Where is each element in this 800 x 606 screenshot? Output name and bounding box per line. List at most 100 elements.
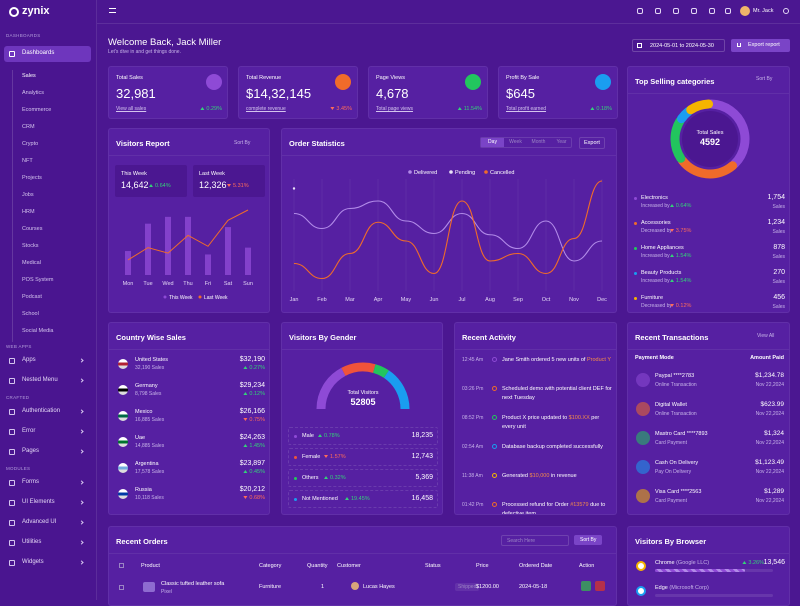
nav-item[interactable]: Forms — [22, 479, 39, 485]
nav-sub-item[interactable]: Projects — [22, 175, 42, 181]
change-value: 1.54% — [675, 278, 692, 284]
nav-item[interactable]: Advanced UI — [22, 519, 57, 525]
stat-link[interactable]: Total page views — [376, 106, 413, 112]
change: 3.26% — [742, 560, 764, 566]
nav-sub-item[interactable]: School — [22, 311, 39, 317]
browser-company: (Microsoft Corp) — [669, 585, 709, 591]
stat-link[interactable]: View all sales — [116, 106, 147, 112]
gauge-segment — [383, 370, 410, 410]
export-button[interactable]: Export — [579, 137, 605, 149]
section-label: WEB APPS — [6, 344, 32, 349]
card-title: Recent Transactions — [635, 333, 709, 342]
date-range[interactable]: 2024-05-01 to 2024-05-30 — [632, 39, 725, 52]
sort-button[interactable]: Sort By — [756, 76, 773, 82]
donut-segment — [670, 116, 686, 163]
tab[interactable]: Day — [481, 138, 504, 147]
donut-label: Total Sales — [697, 130, 724, 136]
header-icon[interactable] — [691, 8, 697, 14]
gauge-label: Total Visitors — [347, 390, 378, 396]
trend-icon — [243, 496, 248, 500]
header-icon[interactable] — [673, 8, 679, 14]
gender-value: 5,369 — [415, 474, 433, 481]
trend-icon — [200, 107, 205, 111]
view-all[interactable]: View All — [757, 333, 775, 339]
nav-item[interactable]: Apps — [22, 357, 36, 363]
header-icon[interactable] — [637, 8, 643, 14]
header-icon[interactable] — [725, 8, 731, 14]
tab[interactable]: Month — [531, 139, 546, 145]
line — [293, 180, 603, 280]
nav-sub-item[interactable]: Courses — [22, 226, 43, 232]
page-title: Welcome Back, Jack Miller — [108, 37, 222, 48]
activity-text: Processed refund for Order #13579 due to… — [502, 501, 612, 515]
nav-sub-item[interactable]: Stocks — [22, 243, 39, 249]
nav-item[interactable]: Utilities — [22, 539, 42, 545]
activity-dot — [492, 473, 497, 478]
legend-label: Pending — [455, 170, 475, 176]
card-title: Recent Activity — [462, 333, 516, 342]
visitors-report-card: Visitors Report Sort By This Week 14,642 0.6… — [108, 128, 270, 313]
payment-name: Visa Card ****2563 — [655, 489, 702, 495]
header-icon[interactable] — [655, 8, 661, 14]
sort-button[interactable]: Sort By — [574, 535, 603, 545]
tab[interactable]: Year — [556, 139, 567, 145]
nav-icon — [9, 358, 15, 364]
tab[interactable]: Week — [509, 139, 522, 145]
legend-marker — [163, 295, 167, 299]
progress-bar — [655, 569, 745, 572]
delete-button[interactable] — [595, 581, 605, 591]
country-name: Argentina — [135, 461, 159, 467]
settings-icon[interactable] — [783, 8, 789, 14]
nav-icon — [9, 409, 15, 415]
activity-time: 02:54 Am — [462, 444, 484, 450]
nav-sub-item[interactable]: POS System — [22, 277, 54, 283]
nav-sub-item[interactable]: Analytics — [22, 90, 45, 96]
change-value: 5.31% — [233, 183, 249, 189]
nav-sub-item[interactable]: Crypto — [22, 141, 39, 147]
payment-icon — [636, 431, 650, 445]
stat-link[interactable]: Total profit earned — [506, 106, 547, 112]
change-value: 0.18% — [596, 106, 612, 112]
nav-sub-item[interactable]: NFT — [22, 158, 33, 164]
activity-text: Generated $10,000 in revenue — [502, 472, 612, 481]
edit-button[interactable] — [581, 581, 591, 591]
column-header: Customer — [337, 563, 361, 569]
nav-item[interactable]: Error — [22, 428, 36, 434]
trend-icon — [330, 107, 335, 111]
nav-item[interactable]: Authentication — [22, 408, 61, 414]
stat-value: $645 — [506, 86, 535, 101]
legend-label: Delivered — [414, 170, 437, 176]
nav-item-active[interactable]: Dashboards — [4, 46, 91, 62]
nav-sub-item[interactable]: CRM — [22, 124, 35, 130]
search-input[interactable]: Search Here — [501, 535, 569, 546]
legend-dot — [634, 222, 637, 225]
sort-button[interactable]: Sort By — [234, 140, 251, 146]
user-name[interactable]: Mr. Jack — [753, 8, 774, 14]
nav-item[interactable]: UI Elements — [22, 499, 55, 505]
header-icon[interactable] — [709, 8, 715, 14]
nav-sub-item[interactable]: Ecommerce — [22, 107, 52, 113]
stat-value: $14,32,145 — [246, 86, 312, 101]
nav-item[interactable]: Nested Menu — [22, 377, 58, 383]
stat-link[interactable]: complete revenue — [246, 106, 286, 112]
chart: Jan Feb Mar Apr May Jun Jul Aug Sep Oct Nov Dec Deli… — [290, 170, 608, 303]
legend-label: Cancelled — [490, 170, 514, 176]
nav-item[interactable]: Pages — [22, 448, 40, 454]
nav-item[interactable]: Widgets — [22, 559, 44, 565]
nav-sub-item[interactable]: Sales — [22, 73, 36, 79]
nav-sub-item[interactable]: Podcast — [22, 294, 42, 300]
category-trend: Decreased by — [641, 303, 672, 309]
nav-sub-item[interactable]: Social Media — [22, 328, 54, 334]
activity-after: due to defective item — [502, 502, 606, 515]
export-button[interactable]: Export report — [731, 39, 790, 52]
x-tick-label: Feb — [317, 297, 326, 303]
category-trend: Decreased by — [641, 228, 672, 234]
flag — [118, 359, 128, 369]
change: 0.12% — [243, 391, 265, 397]
nav-sub-item[interactable]: Jobs — [22, 192, 34, 198]
legend-dot — [634, 272, 637, 275]
category-unit: Sales — [772, 304, 785, 310]
nav-sub-item[interactable]: Medical — [22, 260, 41, 266]
nav-sub-item[interactable]: HRM — [22, 209, 35, 215]
change-value: 0.45% — [249, 469, 265, 475]
